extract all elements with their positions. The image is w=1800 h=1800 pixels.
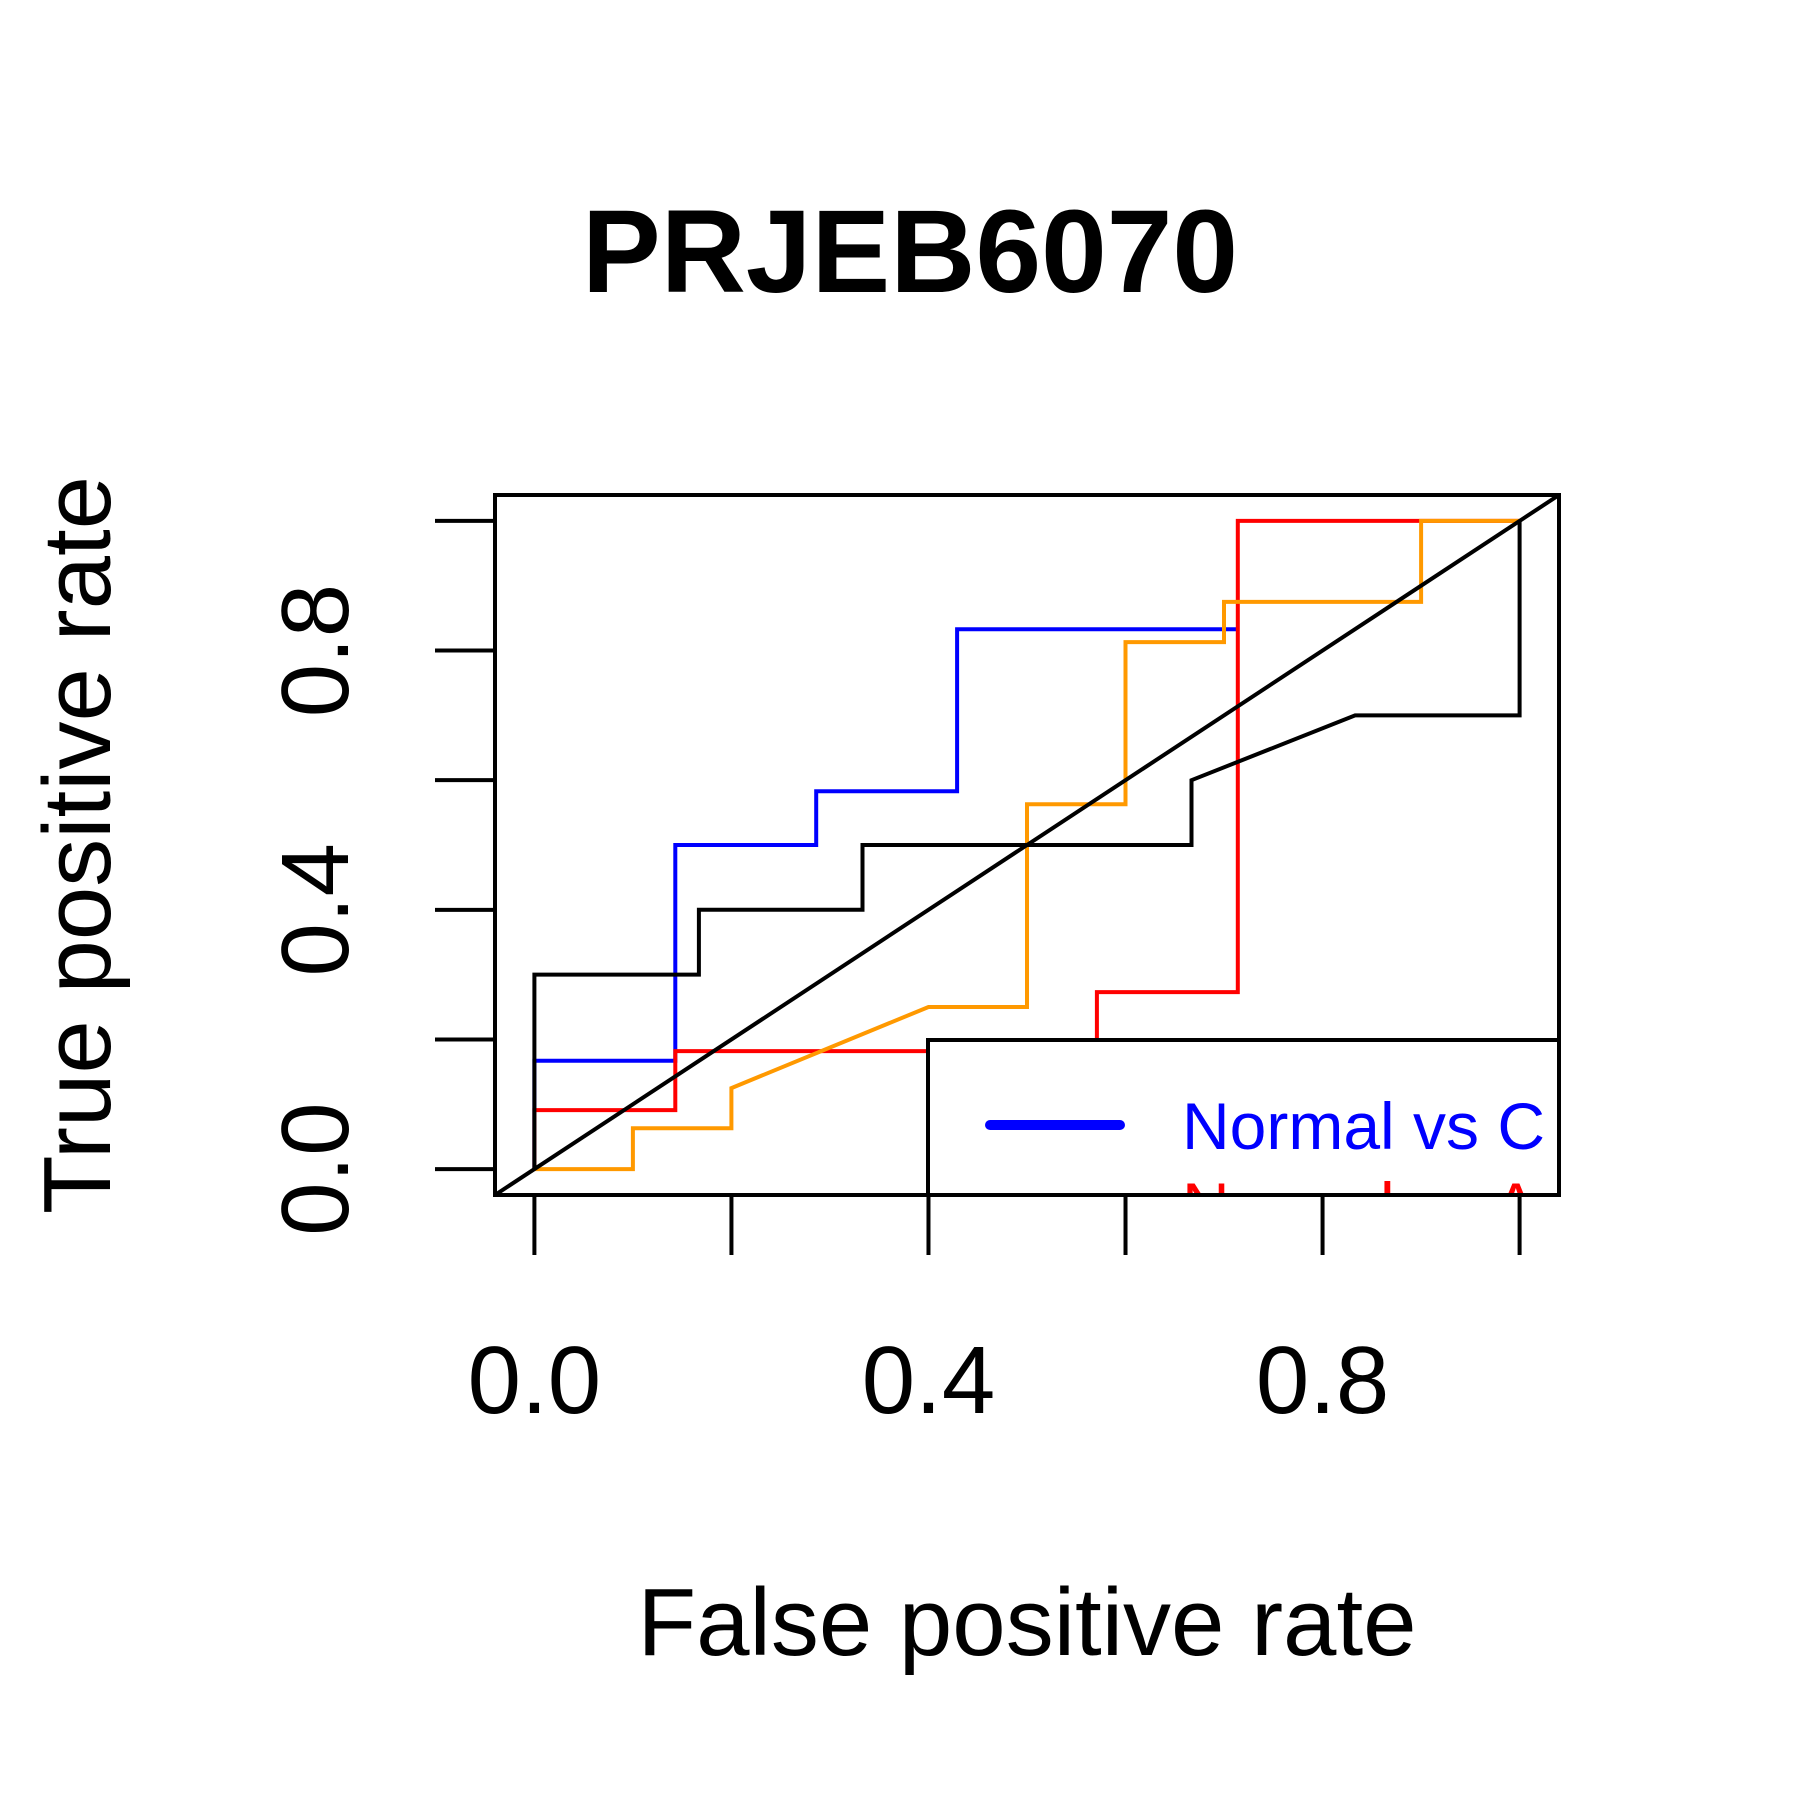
x-tick-label: 0.4 — [862, 1327, 995, 1434]
y-axis-label: True positive rate — [24, 476, 131, 1214]
roc-curve-4 — [532, 520, 1522, 1170]
x-tick-label: 0.8 — [1256, 1327, 1389, 1434]
y-axis: 0.0 0.4 0.8 — [262, 518, 495, 1236]
x-axis-label: False positive rate — [637, 1569, 1416, 1676]
legend-label: Normal vs C — [1182, 1089, 1545, 1163]
y-tick-label: 0.0 — [262, 1102, 369, 1235]
y-tick-label: 0.8 — [262, 584, 369, 717]
plot-frame — [493, 493, 1561, 1197]
legend-box — [926, 1038, 1559, 1195]
chart-title: PRJEB6070 — [582, 186, 1238, 318]
roc-curve-1 — [532, 627, 1238, 1170]
x-axis: 0.0 0.4 0.8 — [468, 1195, 1522, 1434]
diagonal-reference-line — [495, 495, 1559, 1195]
roc-curve-3 — [534, 518, 1520, 1172]
legend-label: Normal vs A — [1182, 1169, 1538, 1243]
y-tick-label: 0.4 — [262, 843, 369, 976]
x-tick-label: 0.0 — [468, 1327, 601, 1434]
